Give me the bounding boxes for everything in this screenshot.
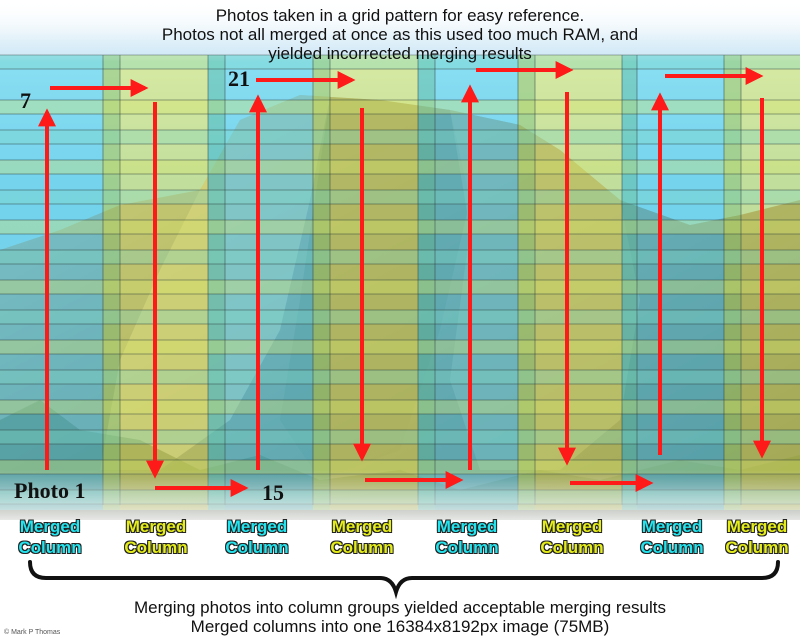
label-line-merged: Merged (226, 517, 288, 537)
row-overlap-band (0, 100, 800, 114)
label-line-merged: Merged (19, 517, 81, 537)
label-line-merged: Merged (436, 517, 498, 537)
footer-line-1: Merging photos into column groups yielde… (133, 598, 667, 617)
label-line-column: Column (540, 538, 604, 558)
label-line-column: Column (18, 538, 82, 558)
label-line-merged: Merged (125, 517, 187, 537)
row-overlap-band (0, 280, 800, 294)
photo-grid-lines (0, 54, 800, 505)
photo-1-label: Photo 1 (14, 478, 86, 503)
merged-column-label: Merged Column (5, 516, 95, 558)
photo-credit: © Mark P Thomas (4, 629, 61, 636)
title-line-1: Photos taken in a grid pattern for easy … (215, 6, 585, 25)
row-overlap-band (0, 220, 800, 234)
merged-column-label: Merged Column (422, 516, 512, 558)
merged-column-label: Merged Column (111, 516, 201, 558)
grouping-brace (28, 560, 780, 600)
label-line-column: Column (725, 538, 789, 558)
row-overlap-band (0, 250, 800, 264)
top-fade (0, 0, 800, 62)
overlap-strip (518, 55, 535, 510)
photo-number-21: 21 (228, 66, 250, 91)
label-line-column: Column (640, 538, 704, 558)
row-overlap-band (0, 400, 800, 414)
merged-column-label: Merged Column (212, 516, 302, 558)
row-overlap-band (0, 310, 800, 324)
row-overlap-band (0, 370, 800, 384)
row-overlap-band (0, 340, 800, 354)
overlap-strip (724, 55, 741, 510)
column-overlay (0, 55, 103, 510)
row-overlap-band (0, 130, 800, 144)
photo-number-7: 7 (20, 88, 31, 113)
footer-line-2: Merged columns into one 16384x8192px ima… (190, 617, 610, 636)
column-overlay (208, 55, 313, 510)
label-line-column: Column (435, 538, 499, 558)
row-overlap-band (0, 190, 800, 204)
overlap-strip (313, 55, 330, 510)
label-line-column: Column (330, 538, 394, 558)
column-overlay (313, 55, 418, 510)
row-overlap-band (0, 160, 800, 174)
column-overlay (622, 55, 724, 510)
label-line-merged: Merged (541, 517, 603, 537)
label-line-column: Column (124, 538, 188, 558)
merged-column-label: Merged Column (712, 516, 800, 558)
row-overlap-band (0, 430, 800, 444)
overlap-strip (103, 55, 120, 510)
overlap-strip (622, 55, 637, 510)
overlap-strip (208, 55, 225, 510)
merged-column-label: Merged Column (527, 516, 617, 558)
sequence-arrows (38, 61, 771, 497)
label-line-merged: Merged (641, 517, 703, 537)
merged-column-label: Merged Column (627, 516, 717, 558)
photo-number-15: 15 (262, 480, 284, 505)
title-line-2: Photos not all merged at once as this us… (161, 25, 639, 44)
overlap-strip (418, 55, 435, 510)
label-line-column: Column (225, 538, 289, 558)
label-line-merged: Merged (331, 517, 393, 537)
title-line-3: yielded incorrected merging results (268, 44, 532, 63)
label-line-merged: Merged (726, 517, 788, 537)
merged-column-label: Merged Column (317, 516, 407, 558)
